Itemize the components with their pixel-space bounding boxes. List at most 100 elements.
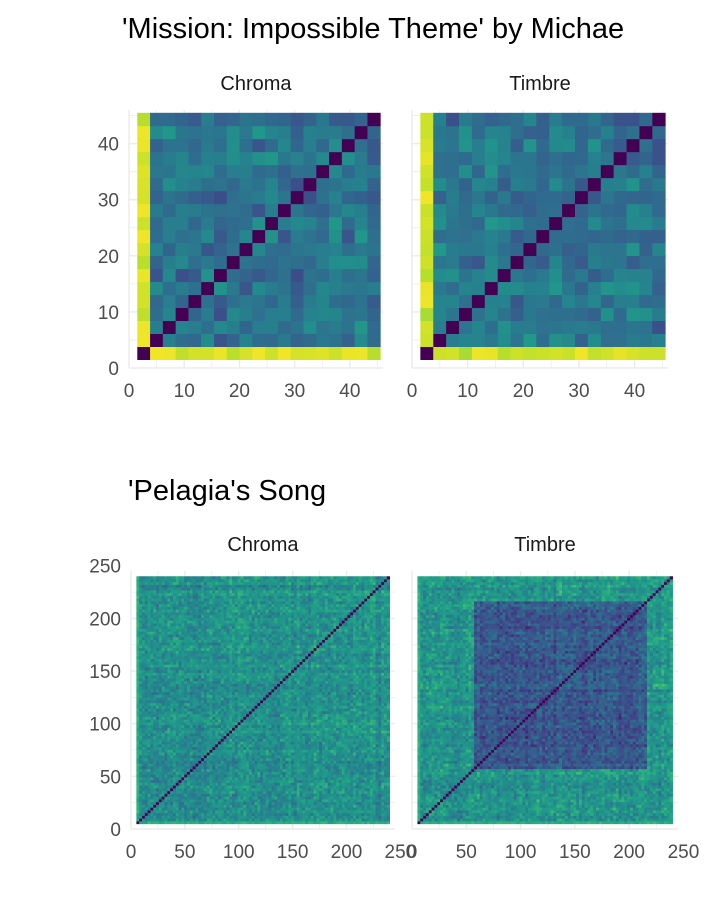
- heatmap-cell: [613, 255, 627, 270]
- heatmap-cell: [240, 595, 244, 599]
- heatmap-cell: [198, 724, 202, 728]
- heatmap-cell: [212, 603, 216, 607]
- heatmap-cell: [212, 711, 216, 715]
- heatmap-cell: [192, 689, 196, 693]
- heatmap-cell: [201, 705, 205, 709]
- heatmap-cell: [206, 796, 210, 800]
- heatmap-cell: [206, 617, 210, 621]
- heatmap-cell: [175, 779, 179, 783]
- heatmap-cell: [187, 647, 191, 651]
- heatmap-cell: [161, 746, 165, 750]
- heatmap-cell: [536, 229, 550, 244]
- heatmap-cell: [251, 760, 255, 764]
- heatmap-cell: [136, 628, 140, 632]
- heatmap-cell: [341, 229, 356, 244]
- heatmap-cell: [217, 702, 222, 706]
- heatmap-cell: [232, 790, 236, 794]
- heatmap-cell: [206, 636, 210, 640]
- heatmap-cell: [147, 614, 151, 618]
- heatmap-cell: [144, 683, 149, 687]
- heatmap-cell: [189, 776, 194, 781]
- heatmap-cell: [237, 733, 241, 737]
- heatmap-cell: [217, 763, 222, 767]
- heatmap-cell: [263, 664, 267, 668]
- heatmap-cell: [158, 733, 163, 737]
- heatmap-cell: [175, 793, 179, 797]
- heatmap-cell: [192, 782, 196, 786]
- heatmap-cell: [237, 752, 241, 756]
- heatmap-cell: [175, 741, 179, 745]
- heatmap-cell: [175, 768, 179, 772]
- heatmap-cell: [215, 642, 219, 646]
- heatmap-cell: [229, 700, 233, 704]
- heatmap-cell: [209, 809, 213, 814]
- heatmap-cell: [237, 818, 241, 822]
- heatmap-cell: [265, 820, 270, 825]
- heatmap-cell: [240, 590, 244, 594]
- heatmap-cell: [613, 307, 627, 322]
- heatmap-cell: [265, 815, 270, 819]
- heatmap-cell: [354, 320, 368, 335]
- heatmap-cell: [142, 642, 146, 646]
- heatmap-cell: [184, 598, 188, 602]
- heatmap-cell: [229, 623, 233, 627]
- heatmap-cell: [257, 804, 261, 808]
- heatmap-cell: [459, 242, 473, 257]
- heatmap-cell: [652, 294, 666, 309]
- heatmap-cell: [161, 606, 165, 610]
- heatmap-cell: [172, 815, 177, 819]
- heatmap-cell: [223, 765, 227, 770]
- heatmap-cell: [147, 683, 151, 687]
- heatmap-cell: [175, 138, 189, 153]
- heatmap-cell: [459, 294, 473, 309]
- heatmap-cell: [260, 713, 264, 717]
- heatmap-cell: [252, 294, 266, 309]
- heatmap-cell: [254, 598, 258, 602]
- heatmap-cell: [420, 307, 434, 322]
- heatmap-cell: [150, 601, 154, 605]
- heatmap-cell: [175, 229, 189, 244]
- heatmap-cell: [181, 697, 185, 701]
- heatmap-cell: [248, 711, 253, 715]
- heatmap-cell: [161, 650, 165, 654]
- heatmap-cell: [209, 680, 213, 684]
- heatmap-cell: [223, 590, 227, 594]
- heatmap-cell: [257, 757, 261, 761]
- heatmap-cell: [234, 735, 239, 739]
- heatmap-cell: [229, 818, 233, 822]
- heatmap-cell: [192, 705, 196, 709]
- heatmap-cell: [341, 346, 356, 360]
- heatmap-cell: [212, 590, 216, 594]
- heatmap-cell: [206, 609, 210, 613]
- heatmap-cell: [215, 645, 219, 649]
- heatmap-cell: [178, 790, 182, 794]
- heatmap-cell: [181, 798, 185, 803]
- heatmap-cell: [260, 818, 264, 822]
- heatmap-cell: [189, 587, 194, 591]
- heatmap-cell: [265, 711, 270, 715]
- heatmap-cell: [170, 636, 174, 640]
- heatmap-cell: [215, 603, 219, 607]
- heatmap-cell: [181, 661, 185, 665]
- heatmap-cell: [254, 809, 258, 814]
- heatmap-cell: [223, 697, 227, 701]
- heatmap-cell: [510, 151, 524, 166]
- heatmap-cell: [170, 650, 174, 654]
- heatmap-cell: [316, 216, 330, 231]
- heatmap-cell: [220, 669, 225, 673]
- heatmap-cell: [254, 815, 258, 819]
- heatmap-cell: [215, 689, 219, 693]
- heatmap-cell: [147, 722, 151, 726]
- heatmap-cell: [254, 653, 258, 657]
- heatmap-cell: [265, 735, 270, 739]
- heatmap-cell: [575, 294, 589, 309]
- heatmap-cell: [195, 590, 199, 594]
- heatmap-cell: [251, 584, 255, 588]
- heatmap-cell: [223, 658, 227, 662]
- heatmap-cell: [161, 631, 165, 635]
- heatmap-cell: [232, 815, 236, 819]
- heatmap-cell: [240, 694, 244, 698]
- heatmap-cell: [161, 702, 165, 706]
- heatmap-cell: [167, 576, 171, 580]
- heatmap-cell: [263, 581, 267, 585]
